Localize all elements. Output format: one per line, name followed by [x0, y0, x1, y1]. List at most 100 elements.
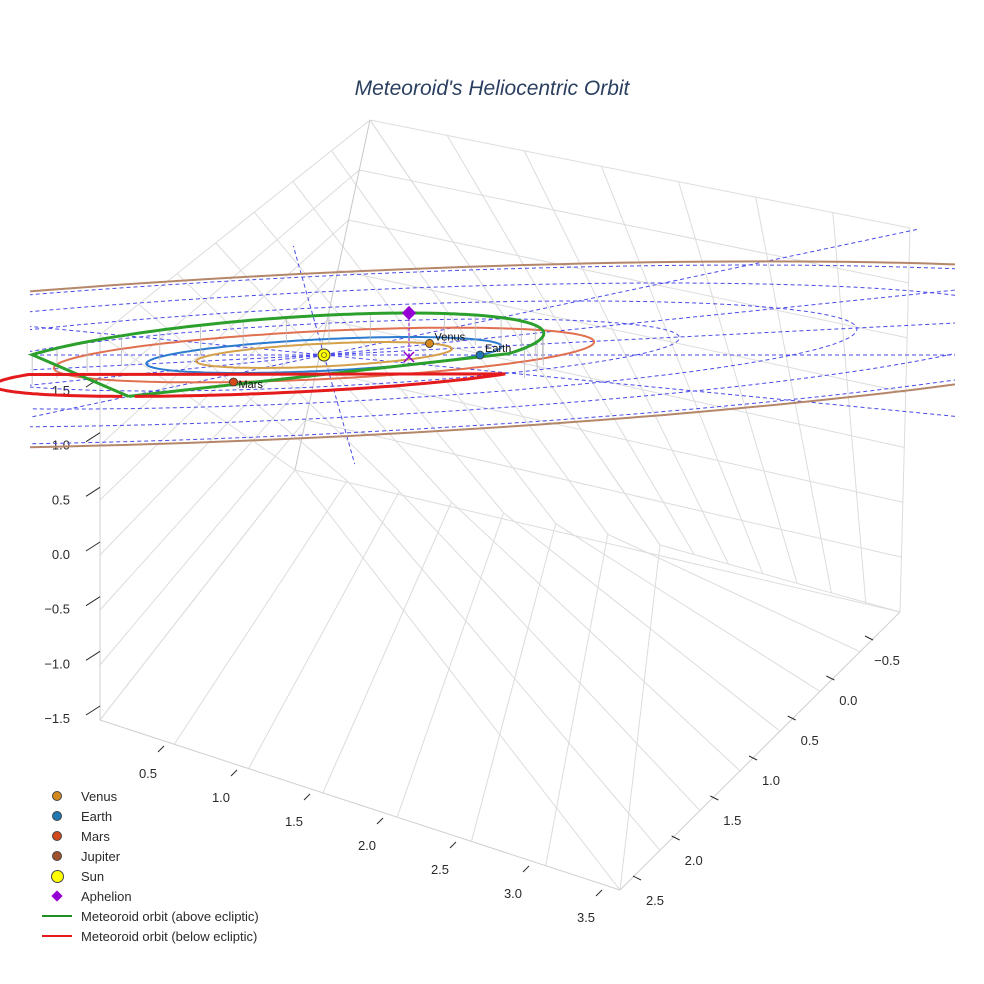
z-tick-mark	[85, 486, 101, 497]
legend-label: Venus	[81, 788, 118, 804]
back-wall-grid-line	[99, 319, 328, 556]
floor-grid-line	[346, 480, 661, 851]
legend-item[interactable]: Jupiter	[40, 846, 330, 866]
z-tick-label: −0.5	[44, 602, 70, 617]
x-tick-label: 1.0	[212, 790, 230, 805]
x-tick-mark	[157, 745, 165, 753]
z-tick-mark	[85, 705, 101, 716]
legend-item[interactable]: Meteoroid orbit (above ecliptic)	[40, 906, 330, 926]
venus-label: Venus	[435, 331, 466, 343]
jupiter-orbit	[30, 260, 955, 449]
earth-point	[475, 350, 485, 360]
right-wall-grid-line	[832, 212, 867, 603]
legend-item[interactable]: Mars	[40, 826, 330, 846]
box-edge-line	[99, 335, 901, 891]
floor-grid-line	[607, 533, 861, 653]
ecliptic-spoke	[30, 354, 325, 418]
back-wall-grid-line	[292, 181, 557, 524]
z-tick-label: −1.5	[44, 711, 70, 726]
floor-grid-line	[451, 501, 741, 772]
legend-symbol	[40, 866, 74, 886]
legend-item[interactable]: Earth	[40, 806, 330, 826]
x-tick-label: 0.5	[139, 766, 157, 781]
y-tick-label: 2.0	[685, 853, 703, 868]
y-tick-label: 0.5	[801, 733, 819, 748]
x-tick-mark	[303, 793, 311, 801]
back-wall-grid-line	[369, 119, 661, 546]
legend-item[interactable]: Sun	[40, 866, 330, 886]
y-tick-mark	[748, 755, 758, 761]
y-tick-mark	[787, 715, 796, 721]
back-wall-grid-line	[99, 219, 349, 446]
legend-symbol	[40, 846, 74, 866]
chart-marks: Venus Earth Mars	[0, 305, 595, 398]
back-wall-grid-line	[99, 469, 296, 721]
legend-label: Sun	[81, 868, 105, 884]
floor-grid-line	[470, 523, 557, 842]
floor-grid-line	[322, 501, 452, 794]
mars-point	[229, 377, 238, 387]
right-wall-grid-line	[446, 135, 695, 555]
x-tick-mark	[595, 889, 603, 897]
z-tick-label: −1.0	[44, 656, 70, 671]
meteoroid-orbit-below	[0, 372, 506, 398]
back-wall-grid-line	[138, 303, 348, 482]
back-wall-grid-line	[99, 334, 296, 471]
chart-title: Meteoroid's Heliocentric Orbit	[355, 77, 631, 100]
ecliptic-ring	[30, 318, 680, 392]
back-wall-grid-line	[176, 273, 400, 492]
x-tick-label: 2.5	[431, 862, 449, 877]
legend-item[interactable]: Meteoroid orbit (below ecliptic)	[40, 926, 330, 946]
legend-label: Jupiter	[81, 848, 121, 864]
floor-grid-line	[659, 544, 901, 613]
y-tick-mark	[671, 835, 680, 841]
x-tick-mark	[376, 817, 384, 825]
legend: Venus Earth Mars Jupiter Sun Aphelion Meteoroi…	[40, 786, 330, 946]
z-tick-mark	[85, 541, 101, 552]
legend-label: Earth	[81, 808, 113, 824]
right-wall-grid-line	[600, 166, 764, 574]
right-wall-grid-line	[316, 369, 903, 503]
sun-marker-inner	[321, 352, 327, 358]
right-wall-grid-line	[305, 419, 902, 558]
back-wall-grid-line	[99, 419, 307, 666]
y-tick-label: −0.5	[874, 653, 900, 668]
floor-grid-line	[294, 469, 621, 891]
legend-label: Mars	[81, 828, 110, 844]
legend-symbol	[40, 786, 74, 806]
x-tick-label: 3.0	[504, 886, 522, 901]
back-wall-grid-line	[99, 369, 317, 611]
mars-label: Mars	[238, 379, 263, 391]
floor-grid-line	[248, 491, 400, 769]
z-tick-label: 1.0	[52, 438, 70, 453]
y-tick-mark	[632, 875, 642, 881]
legend-item[interactable]: Venus	[40, 786, 330, 806]
right-wall-grid-line	[327, 319, 905, 448]
right-wall-grid-line	[899, 227, 911, 613]
back-wall-grid-line	[99, 169, 360, 391]
x-tick-label: 3.5	[577, 910, 595, 925]
floor-grid-line	[545, 534, 609, 866]
legend-label: Meteoroid orbit (below ecliptic)	[81, 928, 258, 944]
back-wall-grid-line	[331, 150, 609, 535]
y-tick-label: 2.5	[646, 893, 664, 908]
back-edge-line	[294, 119, 371, 471]
ecliptic-spoke	[30, 325, 325, 356]
ecliptic-spoke	[323, 354, 356, 465]
y-tick-mark	[710, 795, 719, 801]
y-tick-mark	[864, 635, 874, 641]
x-tick-mark	[522, 865, 530, 873]
z-tick-mark	[85, 650, 101, 661]
sun-marker	[317, 348, 331, 362]
x-tick-label: 1.5	[285, 814, 303, 829]
y-tick-label: 0.0	[839, 693, 857, 708]
aphelion-projection-marker	[403, 351, 415, 363]
y-tick-label: 1.5	[723, 813, 741, 828]
legend-item[interactable]: Aphelion	[40, 886, 330, 906]
right-wall-grid-line	[348, 219, 908, 339]
aphelion-marker	[401, 305, 417, 321]
floor-grid-line	[398, 491, 701, 811]
right-wall-grid-line	[294, 469, 901, 613]
earth-label: Earth	[485, 343, 511, 355]
